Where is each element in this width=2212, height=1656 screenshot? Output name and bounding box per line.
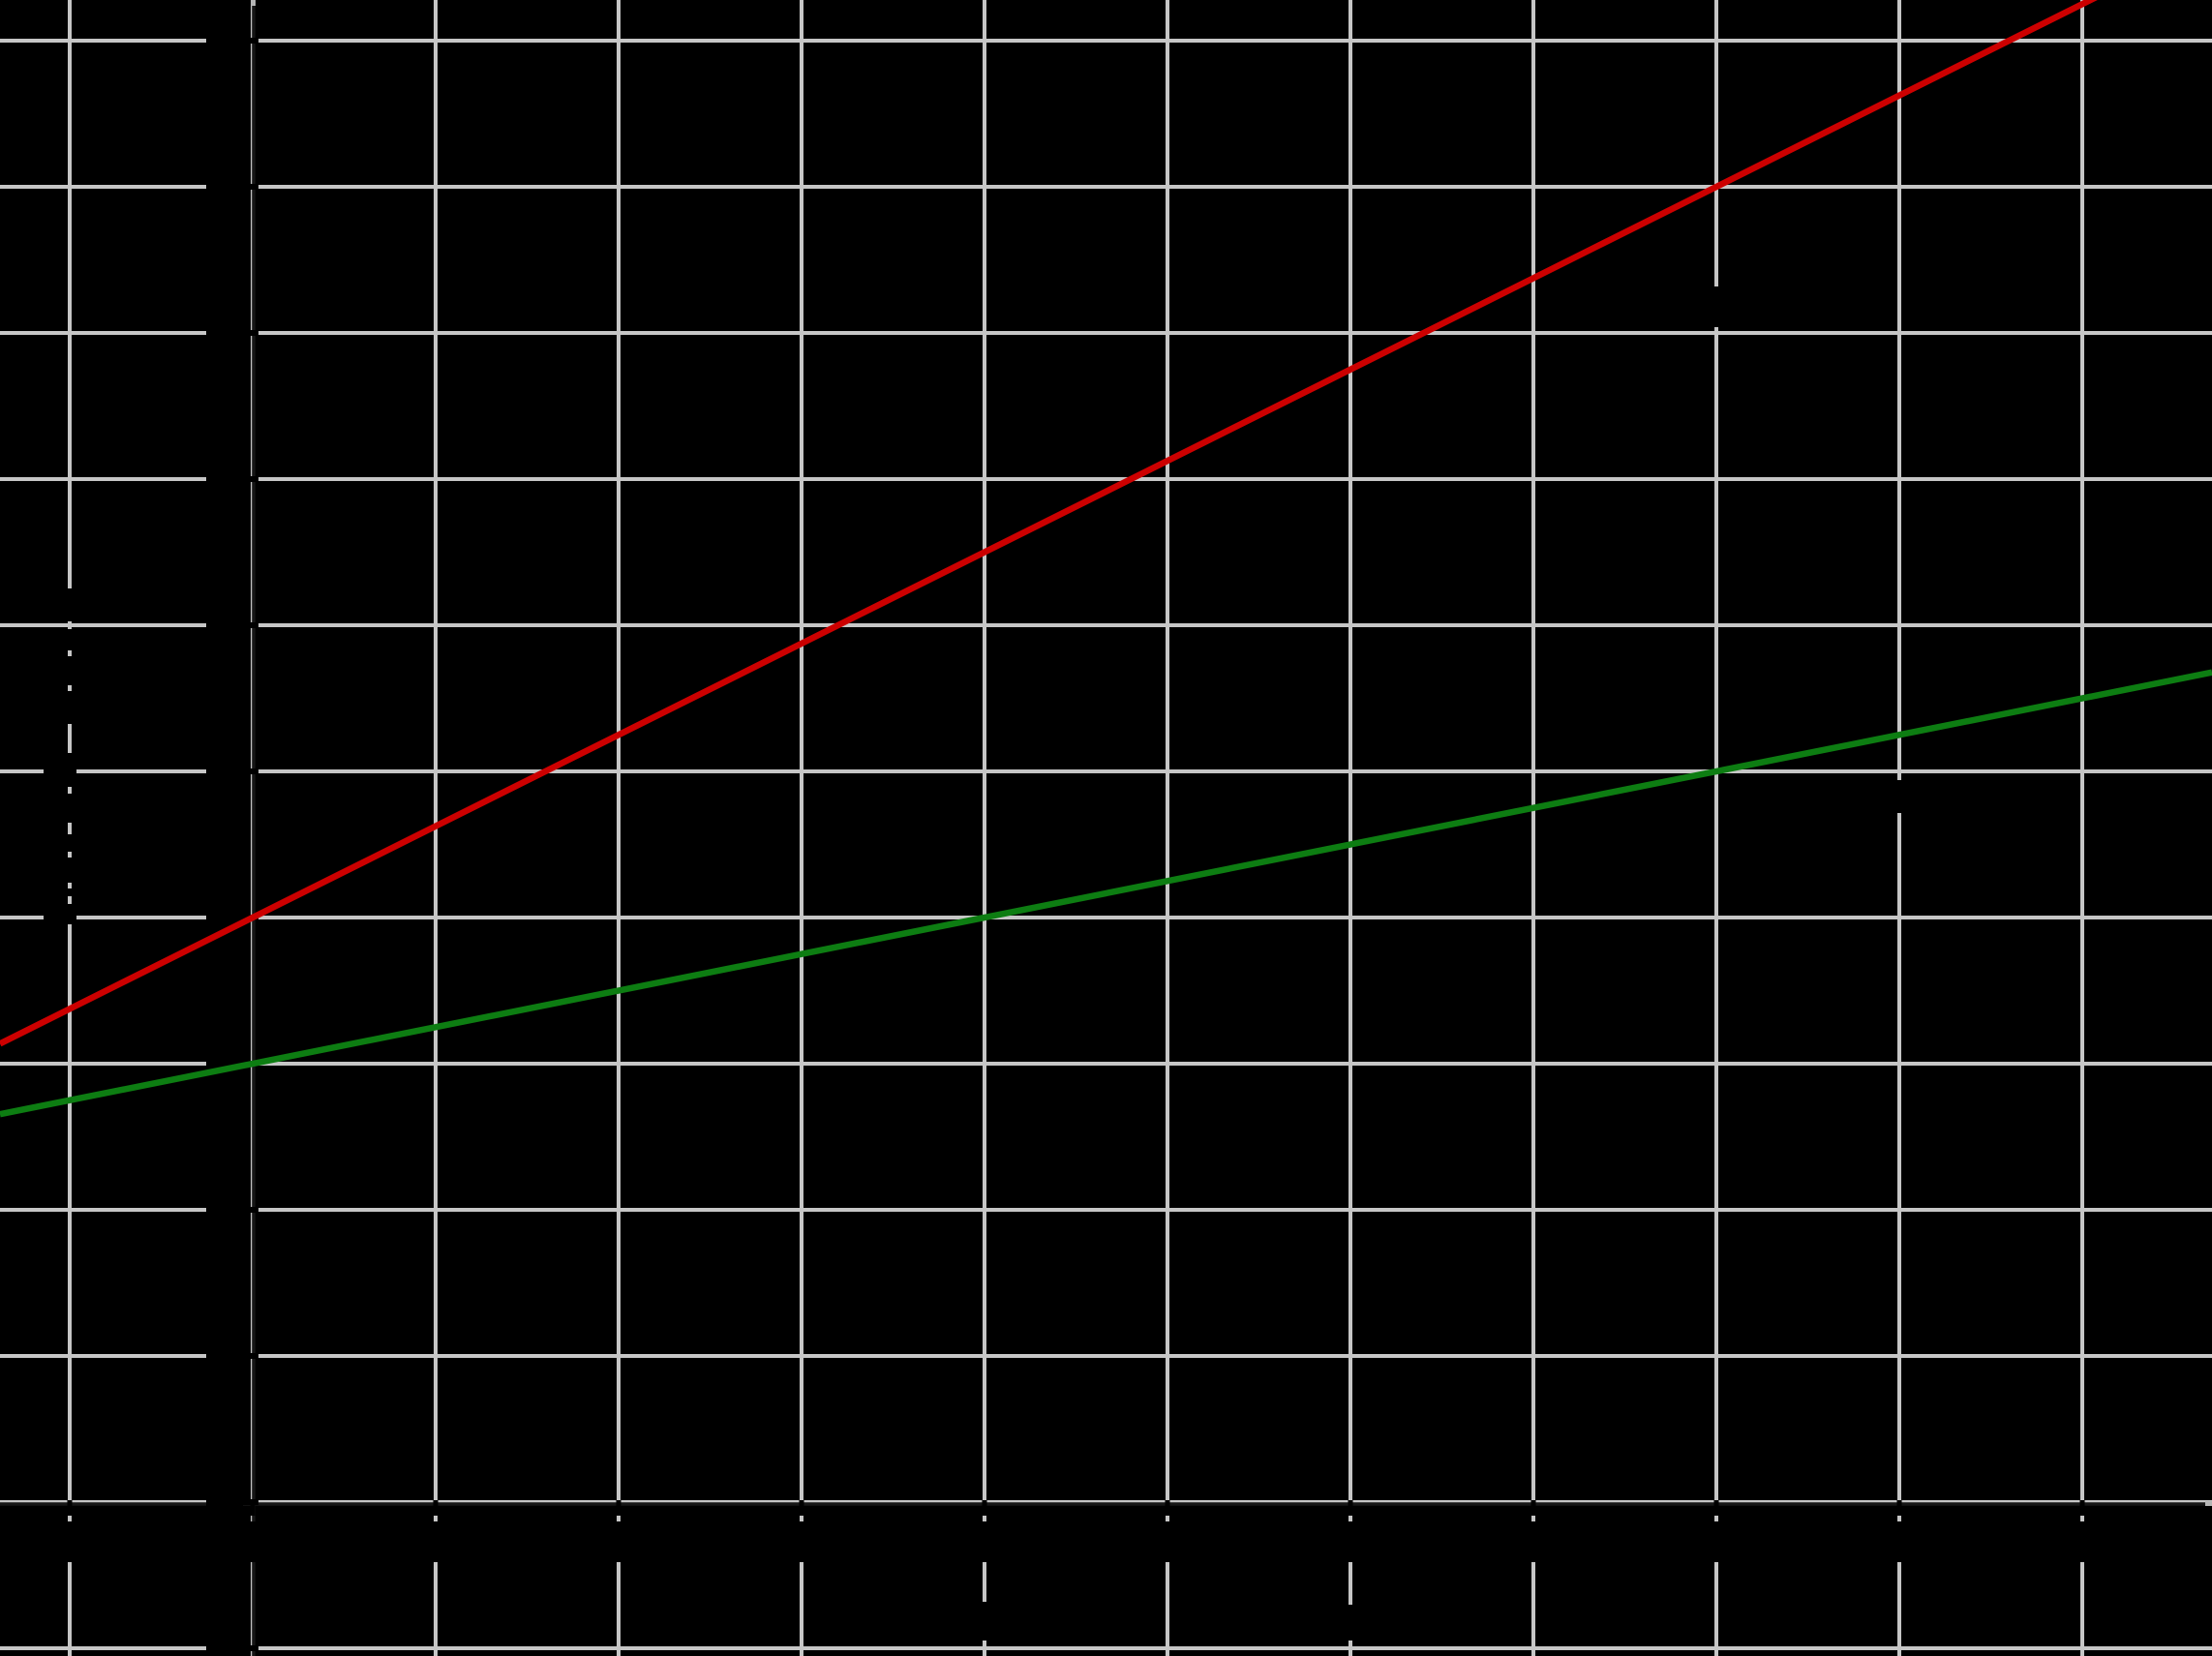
x-axis-tick [250,1500,256,1516]
x-tick-label-hidden [2067,1521,2098,1562]
y-axis-tick [242,1499,258,1505]
x-axis-tick [799,1500,804,1516]
y-tick-label-hidden [206,1336,243,1376]
x-tick-label-hidden [969,1521,1000,1562]
y-axis-tick [242,1353,258,1359]
y-axis-tick [242,622,258,628]
x-axis-arrow-tip [2205,1501,2212,1506]
y-tick-label-hidden [206,313,243,353]
x-axis-tick [433,1500,439,1516]
x-axis-tick [1348,1500,1353,1516]
x-axis-tick [982,1500,987,1516]
x-axis-tick [1165,1500,1170,1516]
x-axis-tick [67,1500,73,1516]
x-axis-title-hidden [1079,1607,1157,1641]
y-axis-title-hidden [44,656,76,685]
y-tick-label-hidden [206,751,243,792]
x-axis-title-hidden [920,1602,1070,1641]
y-axis-tick [242,768,258,774]
x-tick-label-hidden [1518,1521,1549,1562]
y-axis-title-hidden [44,858,76,883]
y-axis-tick [242,38,258,44]
y-axis-tick [242,1207,258,1213]
y-tick-label-hidden [206,166,243,207]
y-axis-title-hidden [44,691,76,724]
x-axis-tick [616,1500,621,1516]
x-tick-label-hidden [1701,1521,1732,1562]
x-tick-label-hidden [786,1521,817,1562]
x-tick-label-hidden [237,1521,268,1562]
x-axis-title-hidden [1312,1605,1404,1641]
x-tick-label-hidden [1335,1521,1366,1562]
x-axis-tick [1530,1500,1536,1516]
y-axis-title-hidden [44,794,76,823]
x-tick-label-hidden [1152,1521,1183,1562]
x-tick-label-hidden [1884,1521,1915,1562]
red-line-label-hidden [1689,286,1757,327]
y-axis-title-hidden [44,904,76,924]
red-line [0,0,2098,1047]
green-line [0,669,2212,1118]
x-tick-label-hidden [420,1521,451,1562]
green-line-label-hidden [1873,780,1933,813]
y-axis-title-hidden [44,834,76,852]
y-tick-label-hidden [206,605,243,646]
y-axis-tick [242,184,258,190]
y-axis-tick [242,476,258,482]
y-axis-tick [242,330,258,336]
y-tick-label-hidden [206,459,243,499]
x-axis-tick [1713,1500,1719,1516]
y-axis-arrow-tip [251,0,256,6]
x-axis-tick [2079,1500,2085,1516]
y-axis-title-hidden [44,753,76,787]
y-tick-label-hidden [206,1189,243,1230]
y-axis-tick [242,1645,258,1651]
y-tick-label-hidden [206,1482,243,1522]
x-tick-label-hidden [603,1521,634,1562]
y-axis-title-hidden [44,629,76,650]
y-axis-title-hidden [44,888,76,896]
x-axis-title-hidden [1196,1607,1263,1641]
x-tick-label-hidden [54,1521,85,1562]
y-tick-label-hidden [206,20,243,61]
y-tick-label-hidden [206,1628,243,1656]
y-axis-title-hidden [44,588,76,621]
x-axis-tick [1896,1500,1902,1516]
